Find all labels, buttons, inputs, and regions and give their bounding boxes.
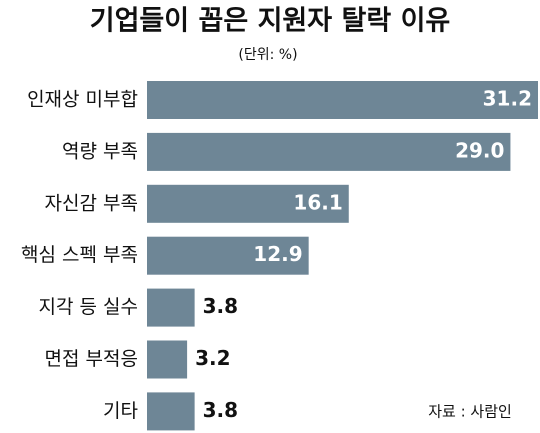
bar bbox=[147, 288, 195, 327]
value-label: 3.8 bbox=[203, 398, 238, 422]
category-label: 인재상 미부합 bbox=[27, 89, 138, 111]
value-label: 29.0 bbox=[455, 138, 504, 162]
source-note: 자료 : 사람인 bbox=[428, 403, 512, 421]
chart-subtitle: (단위: %) bbox=[238, 47, 297, 63]
bar bbox=[147, 132, 511, 171]
category-label: 자신감 부족 bbox=[45, 192, 138, 214]
category-label: 지각 등 실수 bbox=[39, 296, 138, 318]
category-label: 기타 bbox=[103, 400, 138, 422]
value-label: 31.2 bbox=[483, 87, 532, 111]
bar bbox=[147, 392, 195, 431]
bar bbox=[147, 340, 188, 379]
bar bbox=[147, 184, 349, 223]
category-label: 핵심 스펙 부족 bbox=[21, 244, 138, 266]
category-label: 역량 부족 bbox=[62, 140, 138, 162]
chart-title: 기업들이 꼽은 지원자 탈락 이유 bbox=[90, 6, 451, 37]
value-label: 3.8 bbox=[203, 294, 238, 318]
bar bbox=[147, 81, 538, 119]
bar bbox=[147, 236, 309, 275]
value-label: 3.2 bbox=[195, 346, 230, 370]
category-label: 면접 부적응 bbox=[45, 348, 138, 370]
value-label: 16.1 bbox=[293, 190, 342, 214]
value-label: 12.9 bbox=[253, 242, 302, 266]
